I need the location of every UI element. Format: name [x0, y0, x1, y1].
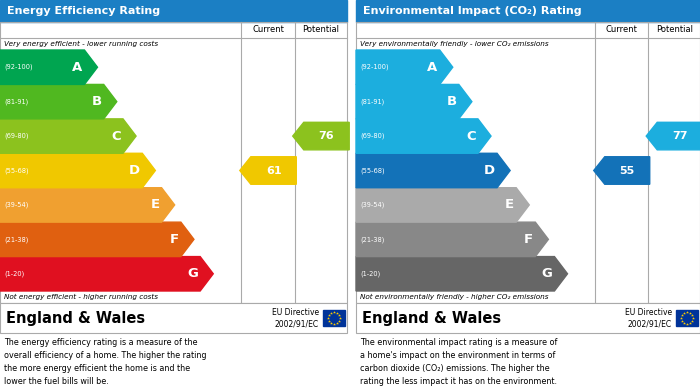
Text: (81-91): (81-91)	[360, 99, 384, 105]
Text: Current: Current	[606, 25, 638, 34]
Bar	[356, 0, 700, 22]
Text: E: E	[505, 198, 514, 212]
Text: G: G	[542, 267, 552, 280]
Text: A: A	[428, 61, 438, 74]
Polygon shape	[356, 119, 491, 153]
Polygon shape	[0, 188, 175, 222]
Polygon shape	[646, 122, 700, 150]
Text: (21-38): (21-38)	[360, 236, 384, 242]
Polygon shape	[594, 157, 650, 184]
Text: (92-100): (92-100)	[4, 64, 33, 70]
Text: Current: Current	[252, 25, 284, 34]
Bar	[0, 303, 347, 333]
Text: Not environmentally friendly - higher CO₂ emissions: Not environmentally friendly - higher CO…	[360, 294, 549, 300]
Text: 55: 55	[620, 165, 635, 176]
Text: (55-68): (55-68)	[4, 167, 29, 174]
Text: (1-20): (1-20)	[360, 271, 380, 277]
Text: C: C	[111, 129, 121, 143]
Polygon shape	[293, 122, 349, 150]
Text: (21-38): (21-38)	[4, 236, 29, 242]
Text: D: D	[484, 164, 495, 177]
Polygon shape	[356, 256, 568, 291]
Polygon shape	[356, 153, 510, 188]
Text: (69-80): (69-80)	[4, 133, 29, 139]
Text: G: G	[188, 267, 198, 280]
Polygon shape	[0, 153, 155, 188]
Text: Not energy efficient - higher running costs: Not energy efficient - higher running co…	[4, 294, 158, 300]
Text: Energy Efficiency Rating: Energy Efficiency Rating	[7, 6, 160, 16]
Text: Very environmentally friendly - lower CO₂ emissions: Very environmentally friendly - lower CO…	[360, 41, 549, 47]
Bar	[356, 22, 700, 303]
Text: Potential: Potential	[302, 25, 340, 34]
Text: 76: 76	[318, 131, 335, 141]
Text: B: B	[92, 95, 102, 108]
Bar	[356, 303, 700, 333]
Text: Potential: Potential	[656, 25, 693, 34]
Text: The environmental impact rating is a measure of
a home's impact on the environme: The environmental impact rating is a mea…	[360, 338, 557, 386]
Text: B: B	[447, 95, 457, 108]
Bar	[323, 310, 345, 326]
Bar	[676, 310, 698, 326]
Polygon shape	[0, 256, 214, 291]
Polygon shape	[240, 157, 296, 184]
Polygon shape	[356, 84, 472, 119]
Polygon shape	[0, 50, 97, 84]
Text: (81-91): (81-91)	[4, 99, 28, 105]
Polygon shape	[356, 222, 548, 256]
Text: EU Directive
2002/91/EC: EU Directive 2002/91/EC	[272, 308, 319, 328]
Text: F: F	[169, 233, 179, 246]
Polygon shape	[0, 222, 194, 256]
Bar	[0, 0, 347, 22]
Text: England & Wales: England & Wales	[6, 310, 145, 325]
Text: C: C	[466, 129, 476, 143]
Text: 61: 61	[266, 165, 281, 176]
Text: (92-100): (92-100)	[360, 64, 389, 70]
Text: 77: 77	[672, 131, 687, 141]
Text: Very energy efficient - lower running costs: Very energy efficient - lower running co…	[4, 41, 158, 47]
Text: A: A	[72, 61, 83, 74]
Polygon shape	[0, 119, 136, 153]
Text: F: F	[524, 233, 533, 246]
Text: E: E	[150, 198, 160, 212]
Bar	[0, 22, 347, 303]
Text: D: D	[130, 164, 140, 177]
Text: (39-54): (39-54)	[4, 202, 29, 208]
Text: England & Wales: England & Wales	[362, 310, 501, 325]
Text: Environmental Impact (CO₂) Rating: Environmental Impact (CO₂) Rating	[363, 6, 582, 16]
Text: EU Directive
2002/91/EC: EU Directive 2002/91/EC	[625, 308, 672, 328]
Text: (1-20): (1-20)	[4, 271, 25, 277]
Text: (55-68): (55-68)	[360, 167, 384, 174]
Polygon shape	[0, 84, 117, 119]
Polygon shape	[356, 50, 453, 84]
Polygon shape	[356, 188, 529, 222]
Text: (69-80): (69-80)	[360, 133, 384, 139]
Text: (39-54): (39-54)	[360, 202, 384, 208]
Text: The energy efficiency rating is a measure of the
overall efficiency of a home. T: The energy efficiency rating is a measur…	[4, 338, 206, 386]
